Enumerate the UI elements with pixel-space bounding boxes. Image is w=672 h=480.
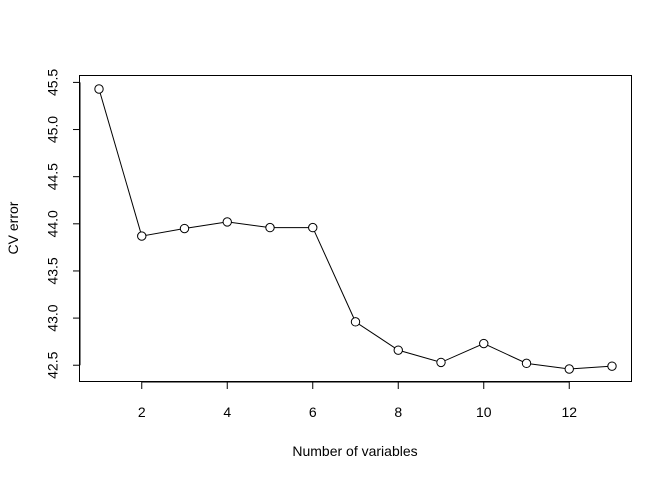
y-tick-label: 42.5 [45,351,61,378]
y-tick-label: 44.0 [45,210,61,237]
data-point [521,358,532,369]
data-point [436,357,446,368]
y-tick-label: 45.5 [45,69,61,96]
y-tick-label: 44.5 [45,163,61,190]
x-tick-label: 4 [223,404,231,420]
data-point [137,231,147,241]
y-tick-label: 43.0 [45,304,61,331]
y-axis-label: CV error [5,201,21,254]
series-line [98,88,613,370]
y-tick-label: 43.5 [45,257,61,284]
x-tick-label: 6 [309,404,317,420]
x-axis: 2 4 6 8 10 12 [138,381,577,420]
data-point [265,222,275,233]
x-tick-label: 12 [561,404,577,420]
data-point [607,361,617,371]
data-point [350,317,361,327]
data-point [94,84,104,94]
y-axis: 42.5 43.0 43.5 44.0 44.5 45.0 45.5 [45,69,81,379]
data-point [308,222,318,233]
x-tick-label: 2 [138,404,146,420]
x-axis-label: Number of variables [292,443,417,459]
x-tick-label: 8 [394,404,402,420]
data-point [179,223,190,234]
y-tick-label: 45.0 [45,116,61,143]
plot-frame [79,75,632,382]
points-layer [94,84,617,374]
data-point [564,364,574,374]
data-point [222,217,232,227]
data-point [393,345,403,355]
x-tick-label: 10 [476,404,492,420]
series-layer [98,88,613,370]
data-point [479,338,489,349]
